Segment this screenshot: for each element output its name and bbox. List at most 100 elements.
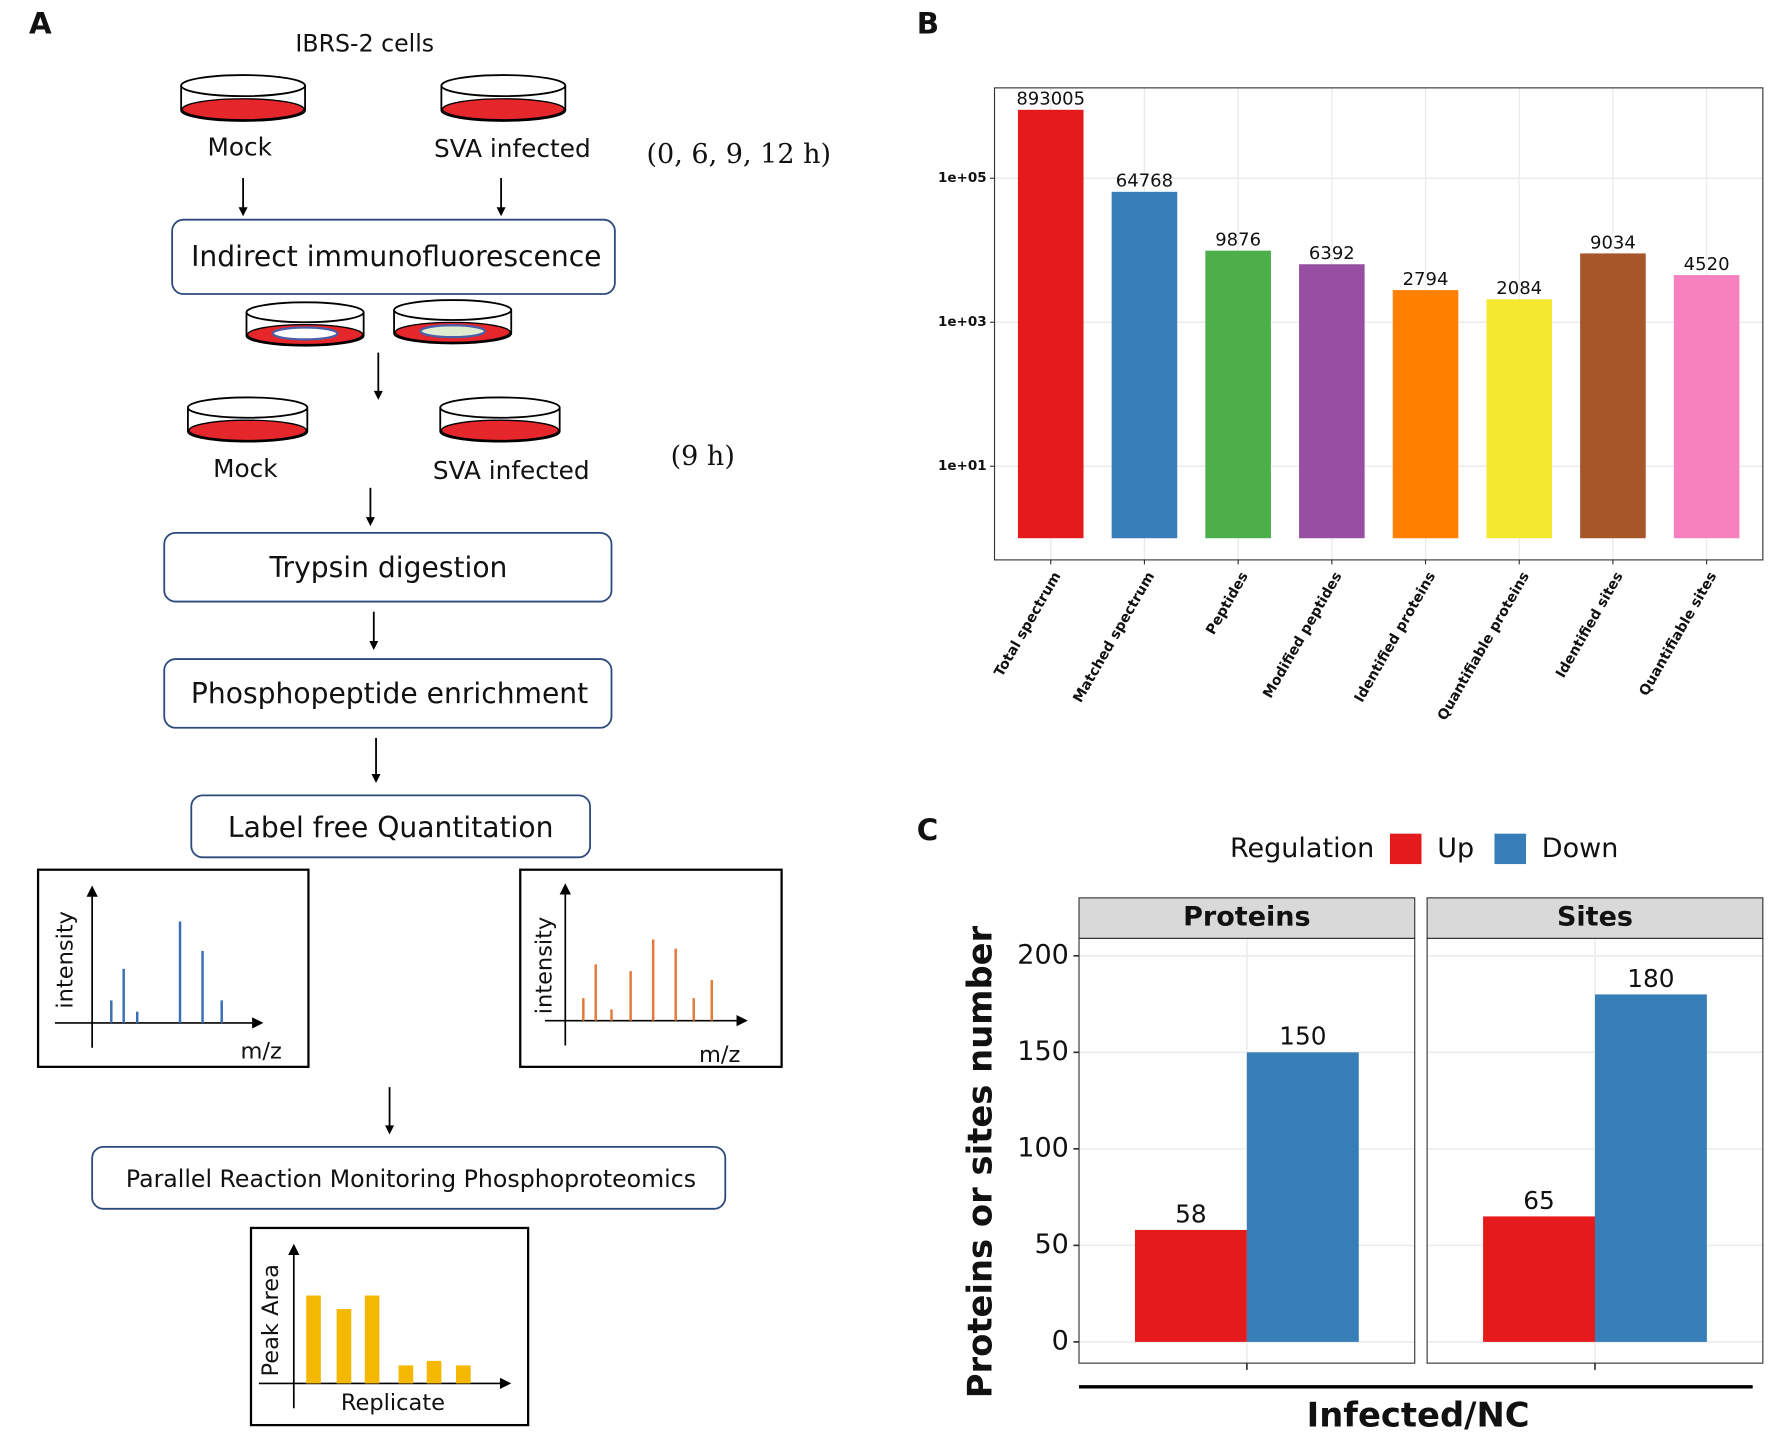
coverslip [271,326,339,341]
axis-head [499,1377,512,1390]
bar [1594,994,1707,1342]
dish-medium [441,98,565,121]
prm-bar [306,1295,321,1384]
facet-label: Proteins [1183,902,1311,933]
step-box [163,658,613,729]
infected-label: SVA infected [434,134,591,163]
bar [1017,109,1084,539]
infected-label: SVA infected [433,456,590,485]
prm-bar [364,1295,380,1384]
step-label: Label free Quantitation [228,811,554,844]
arrow-head [373,390,383,400]
facet-strip [1078,897,1416,939]
prm-bar [398,1365,414,1384]
bar [1134,1229,1247,1342]
step-box [163,531,613,603]
y-axis-title: Proteins or sites number [961,925,1000,1398]
step-label: Indirect immunofluorescence [191,240,601,273]
axis-head [252,1017,264,1029]
dish-rim [180,74,306,98]
step-label: Trypsin digestion [268,551,507,584]
bar [1673,275,1740,539]
arrow-head [371,773,381,783]
axis-head [559,883,571,895]
x-tick-label: Total spectrum [992,569,1065,679]
y-tick-label: 1e+05 [938,170,987,186]
mock-label: Mock [213,454,278,483]
plot-border [993,87,1764,561]
plot-area [994,87,1763,560]
bar [1205,250,1271,539]
spectrum-box [519,868,783,1068]
x-tick-label: Peptides [1203,569,1252,637]
y-tick-label: 100 [1017,1132,1069,1163]
dish-rim [439,396,561,419]
bar [1299,264,1365,539]
bar [1580,253,1646,539]
y-tick-label: 50 [1034,1229,1068,1260]
cell-line: IBRS-2 cells [295,30,434,58]
legend-title: Regulation [1230,833,1374,864]
axis-label: intensity [532,917,558,1015]
prm-bar [456,1365,471,1384]
value-label: 58 [1175,1199,1207,1228]
axis-label: m/z [699,1042,740,1068]
x-tick-label: Quantifiable sites [1636,569,1720,698]
step-label: Parallel Reaction Monitoring Phosphoprot… [126,1165,696,1193]
dish-rim [393,299,513,321]
value-label: 150 [1279,1022,1326,1051]
axis-label: m/z [240,1039,281,1065]
value-label: 2794 [1403,269,1449,290]
time-label: (9 h) [671,441,735,472]
axis-head [736,1015,748,1027]
panel-label: A [29,6,52,40]
prm-bar [426,1360,442,1384]
step-box [171,218,616,295]
axis-head [86,885,98,897]
dish-rim [187,396,309,419]
coverslip [419,324,486,339]
panel-label: B [917,6,939,40]
y-tick-label: 1e+03 [938,314,987,330]
arrow-head [496,207,506,217]
dish-medium [181,98,305,121]
prm-bar [336,1309,352,1384]
x-tick-label: Quantifiable proteins [1435,569,1533,723]
bar [1392,290,1459,539]
bar [1483,1216,1595,1342]
facet-label: Sites [1557,902,1633,933]
value-label: 180 [1627,964,1674,993]
time-label: (0, 6, 9, 12 h) [647,139,832,170]
dish-medium [440,419,560,442]
y-tick-label: 1e+01 [938,458,987,474]
legend-swatch [1389,833,1422,865]
bar [1486,299,1553,539]
arrow-head [365,517,375,527]
arrow-head [238,207,248,217]
y-tick-label: 0 [1052,1325,1069,1356]
value-label: 893005 [1016,89,1085,110]
value-label: 2084 [1496,278,1542,299]
y-tick-label: 200 [1017,939,1069,970]
axis-label: intensity [53,911,79,1009]
value-label: 64768 [1116,171,1173,192]
spectrum-box [36,868,310,1068]
legend-label: Up [1437,833,1474,864]
step-label: Phosphopeptide enrichment [191,677,588,710]
dish-medium [188,419,307,442]
mock-label: Mock [207,133,272,162]
axis-label: Peak Area [258,1264,284,1376]
value-label: 9876 [1215,229,1261,250]
step-box [91,1145,727,1210]
y-tick-label: 150 [1017,1036,1069,1067]
x-axis-title: Infected/NC [1307,1396,1530,1435]
value-label: 65 [1523,1186,1555,1215]
bar [1111,191,1178,539]
axis-label: Replicate [341,1390,445,1416]
facet-strip [1426,897,1764,939]
dish-rim [440,74,567,98]
dish-rim [245,301,365,324]
value-label: 9034 [1590,232,1636,253]
step-box [190,794,591,859]
